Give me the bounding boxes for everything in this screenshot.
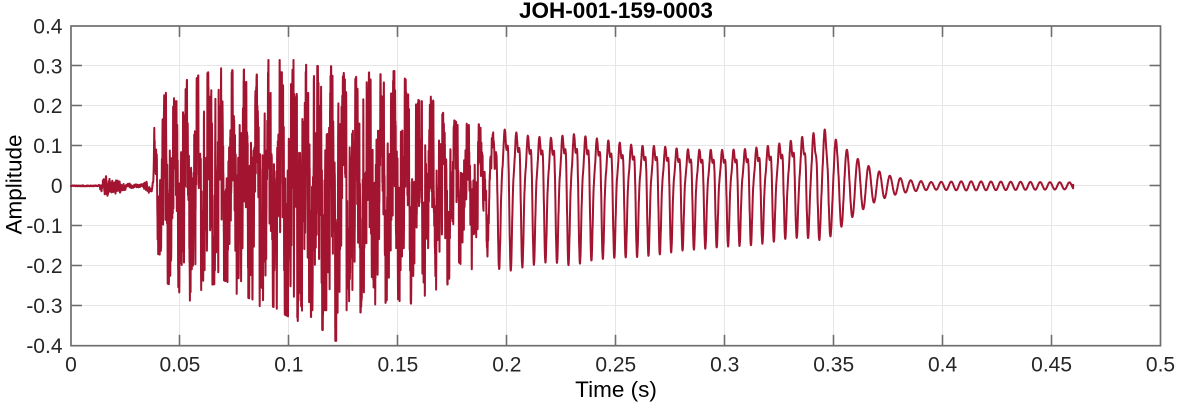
svg-text:0.5: 0.5 [1146, 354, 1175, 377]
svg-text:0.4: 0.4 [928, 354, 958, 377]
svg-text:0.1: 0.1 [274, 354, 303, 377]
svg-text:-0.3: -0.3 [26, 295, 62, 318]
svg-text:0: 0 [65, 354, 77, 377]
svg-text:0.35: 0.35 [813, 354, 854, 377]
svg-text:-0.4: -0.4 [26, 335, 63, 358]
svg-text:0.05: 0.05 [159, 354, 200, 377]
svg-text:0.2: 0.2 [33, 95, 62, 118]
svg-text:0: 0 [51, 175, 63, 198]
svg-text:0.3: 0.3 [710, 354, 739, 377]
svg-text:-0.1: -0.1 [26, 215, 62, 238]
svg-text:Amplitude: Amplitude [2, 134, 27, 234]
svg-text:Time (s): Time (s) [575, 377, 657, 402]
svg-text:JOH-001-159-0003: JOH-001-159-0003 [519, 0, 713, 23]
svg-text:0.45: 0.45 [1031, 354, 1072, 377]
svg-text:0.25: 0.25 [595, 354, 636, 377]
svg-text:0.3: 0.3 [33, 55, 62, 78]
svg-text:0.1: 0.1 [33, 135, 62, 158]
svg-text:0.2: 0.2 [492, 354, 521, 377]
svg-text:0.4: 0.4 [33, 15, 63, 38]
svg-text:0.15: 0.15 [377, 354, 418, 377]
svg-text:-0.2: -0.2 [26, 255, 62, 278]
